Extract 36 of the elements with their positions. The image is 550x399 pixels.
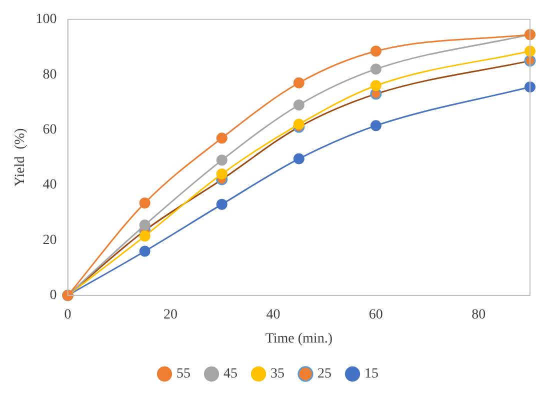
point: [216, 132, 228, 144]
y-tick-label: 20: [42, 232, 57, 248]
point: [370, 46, 382, 57]
legend-label: 55: [176, 366, 190, 382]
point: [216, 154, 228, 166]
y-tick-label: 60: [42, 122, 57, 138]
point: [139, 197, 150, 208]
x-tick-label: 40: [266, 307, 280, 322]
x-tick-label: 20: [164, 307, 178, 322]
x-tick-label: 80: [472, 307, 486, 322]
y-tick-label: 0: [50, 288, 57, 304]
point: [139, 246, 150, 257]
x-tick-label: 0: [64, 307, 72, 322]
y-tick-label: 80: [42, 67, 57, 82]
x-tick-label: 60: [368, 307, 383, 322]
legend-label: 45: [224, 366, 238, 382]
point: [139, 230, 150, 242]
y-axis-title: Yield (%): [13, 128, 28, 187]
legend-label: 35: [270, 366, 284, 382]
x-axis-title: Time (min.): [265, 331, 333, 346]
point: [216, 198, 228, 210]
point: [293, 99, 304, 110]
legend-label: 25: [318, 366, 332, 382]
point: [524, 82, 536, 93]
y-tick-label: 100: [36, 12, 57, 28]
y-tick-label: 40: [42, 178, 57, 193]
legend-label: 15: [364, 366, 378, 382]
point: [293, 77, 304, 88]
point: [139, 220, 150, 231]
point: [216, 168, 228, 180]
point: [293, 153, 304, 164]
point: [370, 120, 382, 132]
point: [370, 80, 382, 92]
point: [524, 46, 536, 57]
point: [370, 64, 382, 75]
point: [293, 118, 304, 130]
